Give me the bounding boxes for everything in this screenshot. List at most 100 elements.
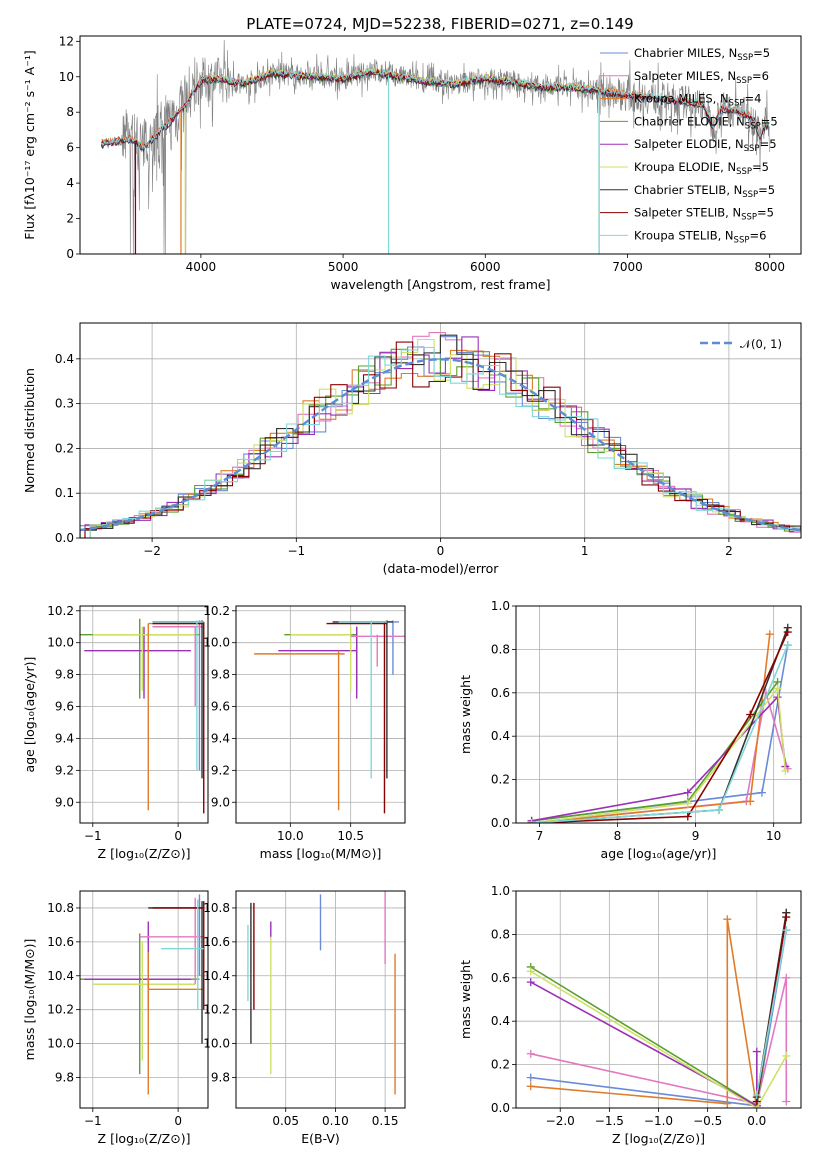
- weight-series-line: [530, 970, 787, 1108]
- gridlines: [80, 891, 208, 1108]
- weight-point-marker: [765, 630, 774, 639]
- axes-decor: 10.0 10.5 9.0 9.2 9.4 9.6 9.8 10.0 10.2 mass [log…: [203, 604, 406, 861]
- y-tick-label: 0.1: [55, 486, 74, 500]
- weight-point-marker: [782, 913, 791, 922]
- legend-entry-name: Kroupa ELODIE, N: [634, 160, 736, 174]
- x-tick-label: 9: [692, 829, 700, 843]
- y-tick-label: 0.4: [491, 1014, 510, 1028]
- legend-entry-sub: SSP: [729, 99, 745, 109]
- axes-decor: 0.05 0.10 0.15 9.8 10.0 10.2 10.4 10.6 10.8 E(B-V…: [203, 890, 406, 1146]
- panel-age-vs-mass: 10.0 10.5 9.0 9.2 9.4 9.6 9.8 10.0 10.2 mass [log…: [203, 604, 406, 861]
- plot-area: [80, 332, 801, 538]
- weight-point-marker: [526, 978, 535, 987]
- x-tick-label: 1: [581, 544, 589, 558]
- y-tick-label: 8: [66, 105, 74, 119]
- y-tick-label: 0.2: [55, 441, 74, 455]
- x-tick-label: 8: [614, 829, 622, 843]
- y-tick-label: 4: [66, 176, 74, 190]
- y-tick-label: 9.8: [211, 1070, 230, 1084]
- weight-series-line: [756, 929, 788, 1096]
- y-tick-label: 10.0: [47, 636, 74, 650]
- weight-point-marker: [526, 1073, 535, 1082]
- y-tick-label: 0.8: [491, 642, 510, 656]
- histogram-steps: [84, 336, 801, 538]
- x-axis-label: age [log₁₀(age/yr)]: [601, 846, 717, 861]
- weight-point-marker: [783, 641, 792, 650]
- x-tick-label: 6000: [470, 260, 501, 274]
- y-tick-label: 0.0: [491, 816, 510, 830]
- weight-point-marker: [683, 788, 692, 797]
- x-tick-label: 0: [174, 829, 182, 843]
- y-tick-label: 10.0: [203, 636, 230, 650]
- axes-decor: −1 0 9.0 9.2 9.4 9.6 9.8 10.0 10.2 Z [log₁₀(Z/Z⊙)…: [22, 604, 209, 861]
- weight-series-line: [530, 919, 758, 1108]
- weight-point-marker: [715, 805, 724, 814]
- legend-entry-sub: SSP: [742, 190, 758, 200]
- legend-entry-count: =5: [757, 206, 774, 220]
- legend-entry: Salpeter ELODIE, NSSP=5: [634, 137, 777, 154]
- y-tick-label: 0.4: [491, 729, 510, 743]
- x-axis-label: wavelength [Angstrom, rest frame]: [330, 277, 550, 292]
- x-tick-label: 2: [725, 544, 733, 558]
- weight-point-marker: [782, 1051, 791, 1060]
- y-tick-label: 10.2: [47, 604, 74, 618]
- panel-weight-vs-age: 7 8 9 10 0.0 0.2 0.4 0.6 0.8 1.0 age [log₁₀(age/yr…: [458, 599, 802, 861]
- y-tick-label: 10.8: [47, 901, 74, 915]
- legend-entry: Kroupa STELIB, NSSP=6: [634, 228, 766, 245]
- model-spectrum-line: [100, 68, 770, 151]
- x-tick-label: −1: [287, 544, 305, 558]
- y-axis-label: mass weight: [458, 675, 473, 754]
- y-tick-label: 10.8: [203, 901, 230, 915]
- axes-frame: [79, 35, 802, 255]
- legend-entry: Chabrier ELODIE, NSSP=5: [634, 114, 778, 131]
- y-tick-label: 9.2: [211, 763, 230, 777]
- x-axis-label: Z [log₁₀(Z/Z⊙)]: [612, 1131, 705, 1146]
- y-tick-label: 10.2: [203, 1003, 230, 1017]
- axes-frame: [79, 890, 209, 1109]
- x-axis-label: (data-model)/error: [383, 561, 500, 576]
- y-tick-label: 10.0: [203, 1037, 230, 1051]
- histogram-steps: [84, 341, 801, 538]
- y-axis-label: mass weight: [458, 960, 473, 1039]
- y-tick-label: 9.0: [211, 795, 230, 809]
- plot-area: [80, 894, 205, 1095]
- plot-area: [100, 39, 770, 254]
- y-tick-label: 1.0: [491, 884, 510, 898]
- gridlines: [516, 890, 801, 1109]
- weight-point-marker: [723, 915, 732, 924]
- y-tick-label: 9.4: [211, 731, 230, 745]
- weight-point-marker: [781, 766, 790, 775]
- weight-point-marker: [782, 1097, 791, 1106]
- x-tick-label: 10.5: [337, 829, 364, 843]
- axes-frame: [515, 605, 802, 824]
- weight-series-line: [531, 692, 789, 823]
- legend-entry-sub: SSP: [736, 76, 752, 86]
- x-tick-label: 7: [536, 829, 544, 843]
- axes-decor: −1 0 9.8 10.0 10.2 10.4 10.6 10.8 Z [log₁₀(Z/Z⊙)…: [22, 890, 209, 1146]
- plot-area: [527, 623, 792, 823]
- panel-age-vs-z: −1 0 9.0 9.2 9.4 9.6 9.8 10.0 10.2 Z [log₁₀(Z/Z⊙)…: [22, 604, 209, 861]
- y-axis-label: age [log₁₀(age/yr)]: [22, 657, 37, 773]
- x-tick-label: 10.0: [277, 829, 304, 843]
- weight-series-line: [531, 644, 789, 823]
- y-tick-label: 2: [66, 212, 74, 226]
- y-tick-label: 0.3: [55, 397, 74, 411]
- x-tick-label: 8000: [754, 260, 785, 274]
- legend-entry-name: Kroupa MILES, N: [634, 92, 729, 106]
- legend-entry-count: =5: [753, 46, 770, 60]
- legend-entry-name: Chabrier STELIB, N: [634, 183, 742, 197]
- legend-entry-name: Salpeter ELODIE, N: [634, 137, 744, 151]
- x-tick-label: 4000: [186, 260, 217, 274]
- axes-decor: 𝒩(0, 1) −2 −1 0 1 2 0.0 0.1 0.2 0.3 0.4 (data-model…: [22, 322, 802, 576]
- gaussian-curve: [80, 358, 801, 532]
- legend-entry-sub: SSP: [745, 121, 761, 131]
- y-tick-label: 10.4: [203, 969, 230, 983]
- weight-point-marker: [683, 799, 692, 808]
- weight-point-marker: [683, 812, 692, 821]
- y-tick-label: 10.2: [47, 1003, 74, 1017]
- x-tick-label: 0.15: [372, 1114, 399, 1128]
- plot-area: [526, 908, 791, 1108]
- y-axis-label: Flux [fλ10⁻¹⁷ erg cm⁻² s⁻¹ A⁻¹]: [22, 50, 37, 239]
- legend-entry-count: =5: [761, 114, 778, 128]
